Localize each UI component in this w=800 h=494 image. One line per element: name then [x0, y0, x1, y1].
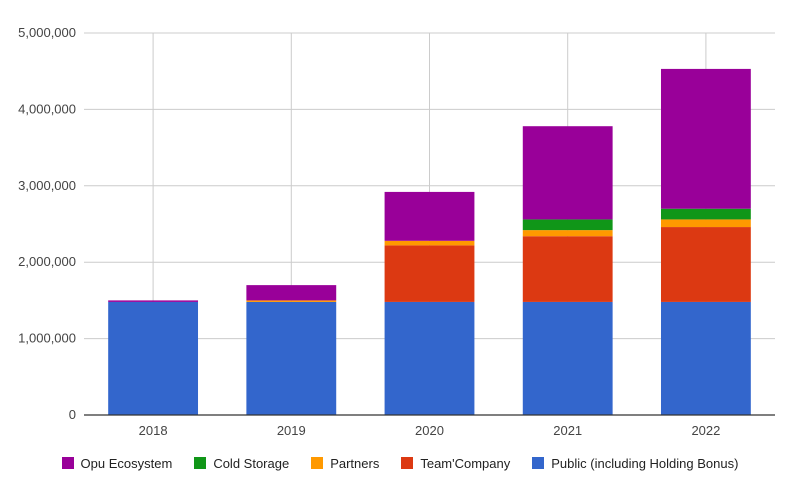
y-tick-label: 0	[69, 407, 76, 422]
bar-public-including-holding-bonus-2020	[384, 301, 475, 415]
bar-partners-2020	[384, 240, 475, 246]
y-tick-label: 4,000,000	[18, 101, 76, 116]
bar-cold-storage-2022	[660, 208, 751, 220]
legend-item: Opu Ecosystem	[61, 455, 173, 471]
bar-team-company-2021	[522, 236, 613, 302]
bar-opu-ecosystem-2020	[384, 191, 475, 241]
legend-item: Partners	[311, 456, 379, 471]
y-tick-label: 2,000,000	[18, 254, 76, 269]
legend-swatch	[311, 457, 324, 469]
x-axis-ticks: 2018 2019 2020 2021 2022	[139, 423, 721, 438]
bar-opu-ecosystem-2019	[246, 285, 337, 301]
bar-partners-2019	[246, 300, 337, 302]
bar-cold-storage-2021	[522, 219, 613, 231]
bar-opu-ecosystem-2018	[108, 300, 199, 302]
bar-partners-2022	[660, 219, 751, 228]
x-tick-label: 2021	[553, 423, 582, 438]
x-tick-label: 2018	[139, 423, 168, 438]
bar-opu-ecosystem-2022	[660, 68, 751, 209]
legend-label: Opu Ecosystem	[80, 455, 173, 471]
x-tick-label: 2019	[277, 423, 306, 438]
x-tick-label: 2022	[691, 423, 720, 438]
bar-team-company-2020	[384, 245, 475, 302]
bar-public-including-holding-bonus-2019	[246, 301, 337, 415]
legend-label: Public (including Holding Bonus)	[551, 455, 739, 471]
y-tick-label: 5,000,000	[18, 25, 76, 40]
bar-partners-2021	[522, 230, 613, 237]
legend-swatch	[61, 457, 74, 469]
bar-opu-ecosystem-2021	[522, 126, 613, 220]
bar-public-including-holding-bonus-2022	[660, 301, 751, 415]
legend-label: Partners	[330, 455, 380, 471]
y-axis-ticks: 0 1,000,000 2,000,000 3,000,000 4,000,000 5,0…	[18, 25, 76, 422]
x-tick-label: 2020	[415, 423, 444, 438]
legend-swatch	[532, 457, 545, 469]
bar-public-including-holding-bonus-2021	[522, 301, 613, 415]
bars	[108, 68, 751, 415]
legend-item: Team'Company	[401, 456, 510, 471]
legend-label: Team'Company	[420, 455, 511, 471]
legend: Opu Ecosystem Cold Storage Partners Team'Co…	[0, 452, 800, 474]
bar-team-company-2022	[660, 227, 751, 302]
bar-public-including-holding-bonus-2018	[108, 301, 199, 415]
y-tick-label: 1,000,000	[18, 331, 76, 346]
legend-swatch	[401, 457, 414, 469]
legend-item: Public (including Holding Bonus)	[532, 456, 738, 471]
legend-swatch	[194, 457, 207, 469]
legend-item: Cold Storage	[194, 456, 289, 471]
y-tick-label: 3,000,000	[18, 178, 76, 193]
legend-label: Cold Storage	[213, 455, 290, 471]
